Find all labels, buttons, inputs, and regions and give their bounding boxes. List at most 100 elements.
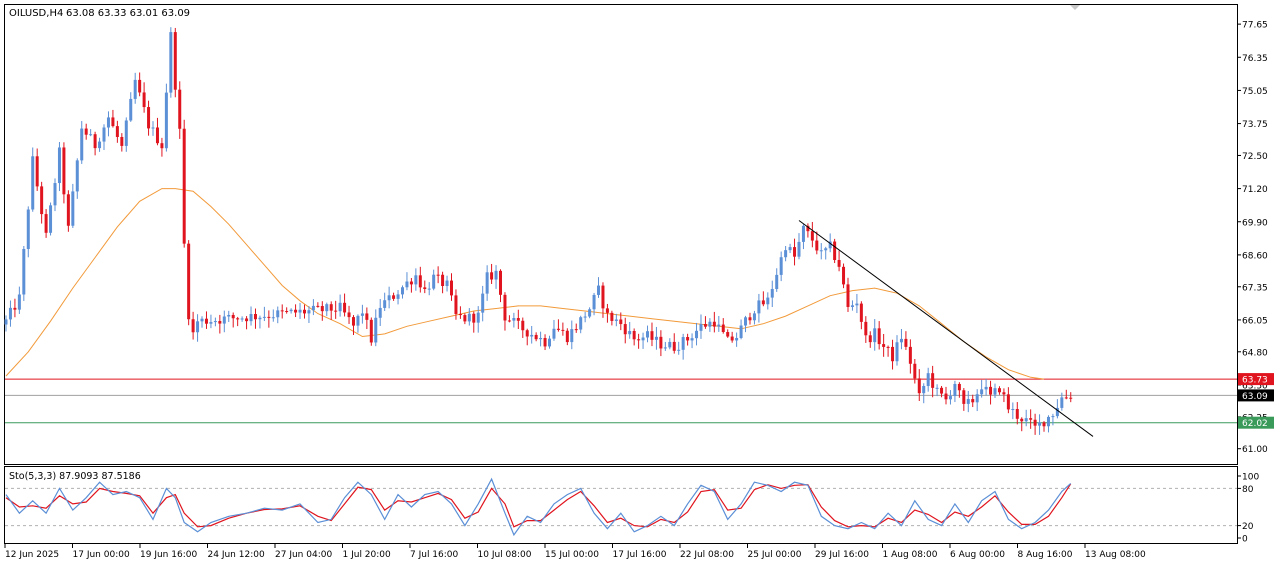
price-tick-label: 73.75	[1242, 120, 1268, 130]
price-tick-label: 71.20	[1242, 185, 1268, 195]
candle-body	[565, 330, 569, 343]
candle-body	[414, 275, 418, 285]
candle-body	[677, 349, 681, 351]
candle-body	[619, 319, 623, 325]
price-tick-label: 75.05	[1242, 87, 1268, 97]
candle-body	[944, 393, 948, 400]
candle-body	[614, 319, 618, 321]
candle-body	[196, 321, 200, 333]
candle-body	[427, 288, 431, 290]
candle-body	[993, 388, 997, 395]
candle-body	[828, 241, 832, 249]
candle-body	[204, 318, 208, 324]
candle-body	[365, 313, 369, 320]
candle-body	[236, 318, 240, 320]
candle-body	[1069, 397, 1073, 399]
candle-body	[98, 141, 102, 149]
candle-body	[806, 225, 810, 232]
candle-body	[218, 321, 222, 324]
candle-body	[966, 399, 970, 404]
time-tick-label: 27 Jun 04:00	[275, 550, 332, 560]
candle-body	[57, 147, 61, 184]
candle-body	[637, 339, 641, 341]
candle-body	[124, 120, 128, 146]
candle-body	[13, 307, 17, 310]
candle-body	[84, 128, 88, 135]
price-panel-frame	[4, 4, 1238, 465]
candle-body	[877, 328, 881, 345]
candle-body	[142, 92, 146, 108]
candle-body	[173, 32, 177, 90]
time-tick-label: 25 Jul 00:00	[748, 550, 802, 560]
time-tick-label: 13 Aug 08:00	[1085, 550, 1146, 560]
candle-body	[623, 324, 627, 335]
horizontal-levels[interactable]	[5, 378, 1237, 424]
candle-body	[1029, 418, 1033, 420]
level-price-label-resistance: 63.73	[1242, 376, 1268, 386]
candle-body	[343, 302, 347, 313]
candle-body	[548, 338, 552, 347]
stochastic-tick-label: 20	[1242, 522, 1254, 532]
candle-body	[597, 285, 601, 295]
candle-body	[1064, 397, 1068, 399]
candle-body	[632, 331, 636, 340]
candle-body	[227, 314, 231, 317]
candle-body	[182, 128, 186, 244]
candle-body	[953, 383, 957, 397]
candle-body	[957, 383, 961, 391]
price-tick-label: 66.05	[1242, 316, 1268, 326]
candle-body	[115, 126, 119, 137]
time-tick-label: 1 Aug 08:00	[883, 550, 938, 560]
candle-body	[859, 303, 863, 322]
candle-body	[610, 312, 614, 321]
candle-body	[770, 288, 774, 298]
candle-body	[187, 243, 191, 320]
candle-body	[650, 331, 654, 340]
candle-body	[155, 127, 159, 144]
candle-body	[285, 311, 289, 313]
candle-body	[552, 328, 556, 339]
candle-body	[842, 266, 846, 285]
candle-body	[249, 314, 253, 322]
candle-body	[476, 312, 480, 323]
candle-body	[40, 186, 44, 215]
chart-shift-marker-icon[interactable]	[1070, 5, 1080, 10]
candle-body	[712, 321, 716, 327]
candle-body	[989, 386, 993, 395]
level-price-tag-resistance	[1238, 373, 1274, 386]
candle-body	[334, 310, 338, 312]
candle-body	[147, 107, 151, 129]
candle-body	[267, 316, 271, 318]
candle-body	[369, 319, 373, 343]
candle-body	[169, 32, 173, 93]
candle-body	[1051, 416, 1055, 418]
candle-body	[516, 318, 520, 321]
candle-body	[151, 127, 155, 129]
candle-body	[534, 334, 538, 340]
candle-body	[400, 287, 404, 295]
candle-body	[766, 297, 770, 305]
candle-body	[948, 396, 952, 400]
candle-body	[458, 313, 462, 316]
candle-body	[392, 295, 396, 299]
candle-body	[111, 117, 115, 127]
candle-body	[779, 257, 783, 275]
candle-body	[588, 309, 592, 317]
candle-body	[922, 385, 926, 394]
candle-body	[503, 294, 507, 321]
stochastic-panel-frame	[4, 466, 1238, 544]
candle-body	[819, 250, 823, 252]
trendline[interactable]	[798, 220, 1094, 437]
candle-body	[102, 127, 106, 142]
candle-body	[833, 241, 837, 261]
stochastic-main-line	[5, 477, 1072, 537]
candle-body	[1002, 392, 1006, 395]
stochastic-panel[interactable]: Sto(5,3,3) 87.9093 87.5186 100 80 20 0	[4, 466, 1260, 545]
candle-body	[908, 346, 912, 364]
candle-body	[735, 337, 739, 341]
candle-body	[164, 92, 168, 149]
price-panel[interactable]: OILUSD,H4 63.08 63.33 63.01 63.09 77.657…	[4, 4, 1275, 465]
candle-body	[935, 387, 939, 389]
candle-body	[717, 324, 721, 327]
